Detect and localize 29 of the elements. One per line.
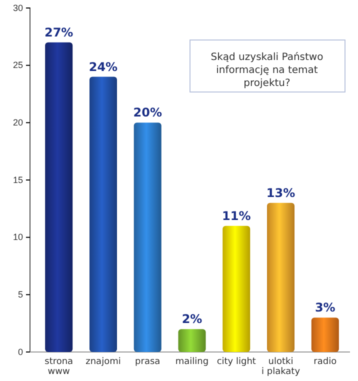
- y-tick-label: 5: [18, 290, 23, 300]
- data-label: 2%: [182, 312, 202, 326]
- data-label: 13%: [266, 186, 296, 200]
- y-tick-label: 10: [12, 232, 23, 242]
- x-tick-label: city light: [216, 357, 256, 367]
- x-tick-label: mailing: [175, 357, 209, 367]
- x-tick-label: ulotki i plakaty: [262, 357, 301, 377]
- data-label: 3%: [314, 300, 336, 315]
- y-tick-label: 20: [12, 118, 23, 128]
- bar: [311, 318, 339, 352]
- x-tick-label: radio: [314, 357, 338, 367]
- data-label: 24%: [88, 60, 118, 74]
- data-label: 27%: [44, 25, 74, 40]
- x-tick-label: znajomi: [86, 357, 121, 367]
- bar: [222, 226, 250, 352]
- data-label: 11%: [222, 208, 251, 223]
- y-tick-label: 0: [18, 346, 23, 357]
- bar: [89, 76, 117, 352]
- text: Skąd uzyskali Państwo informację na temat projektu?: [210, 51, 324, 89]
- bar: [134, 122, 162, 352]
- bar: [45, 42, 73, 352]
- bar: [178, 329, 206, 352]
- y-tick-label: 25: [12, 60, 23, 70]
- x-tick-label: prasa: [135, 357, 160, 367]
- y-tick-label: 30: [12, 2, 23, 13]
- bar: [267, 202, 295, 352]
- x-tick-label: strona www: [44, 357, 74, 377]
- y-tick-label: 15: [12, 174, 23, 185]
- data-label: 20%: [133, 106, 162, 120]
